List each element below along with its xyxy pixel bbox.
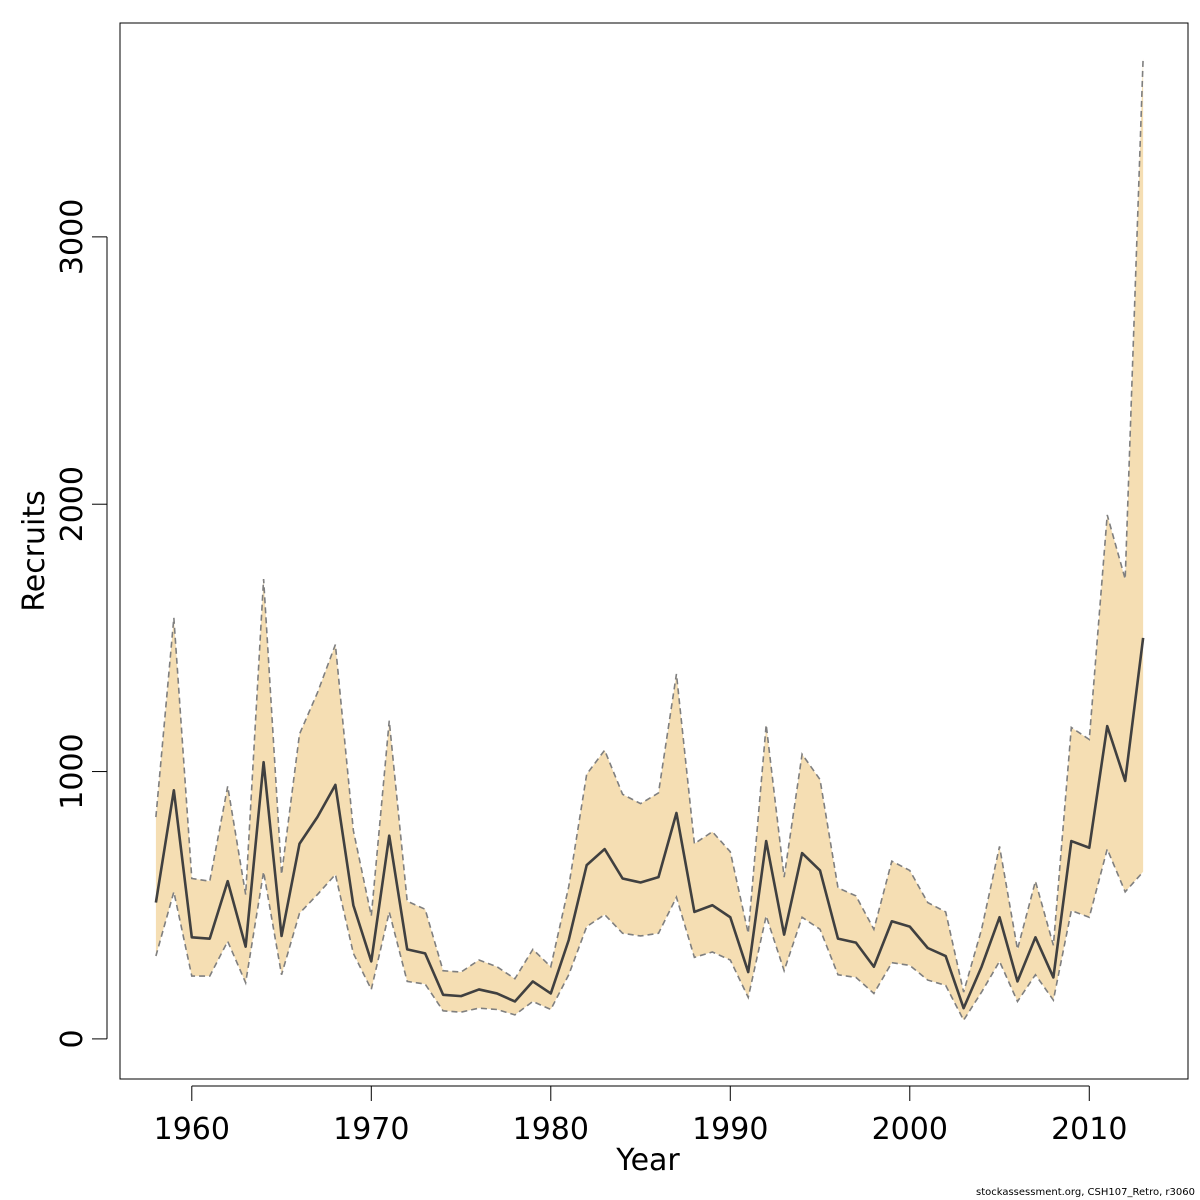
- y-axis-title: Recruits: [17, 490, 52, 612]
- upper-bound-line: [155, 57, 1144, 993]
- y-tick-label: 0: [55, 1029, 90, 1048]
- y-tick-label: 1000: [55, 733, 90, 809]
- y-tick-label: 3000: [55, 199, 90, 275]
- x-tick-label: 1980: [513, 1112, 589, 1147]
- estimate-line-layer: [154, 637, 1145, 1010]
- x-tick-label: 2010: [1051, 1112, 1127, 1147]
- x-axis: 1960 1970 1980 1990 2000 2010: [154, 1085, 1127, 1147]
- x-axis-title: Year: [615, 1143, 680, 1178]
- x-tick-label: 1990: [692, 1112, 768, 1147]
- confidence-band: [155, 57, 1144, 1021]
- lower-bound-line: [155, 846, 1144, 1022]
- x-tick-label: 2000: [872, 1112, 948, 1147]
- y-tick-label: 2000: [55, 466, 90, 542]
- footer-note: stockassessment.org, CSH107_Retro, r3060: [976, 1187, 1195, 1198]
- confidence-band-layer: [155, 57, 1144, 1022]
- x-tick-label: 1960: [154, 1112, 230, 1147]
- y-axis: 0 1000 2000 3000: [55, 199, 108, 1048]
- x-tick-label: 1970: [333, 1112, 409, 1147]
- estimate-line: [154, 637, 1145, 1010]
- plot-frame: [119, 22, 1189, 1080]
